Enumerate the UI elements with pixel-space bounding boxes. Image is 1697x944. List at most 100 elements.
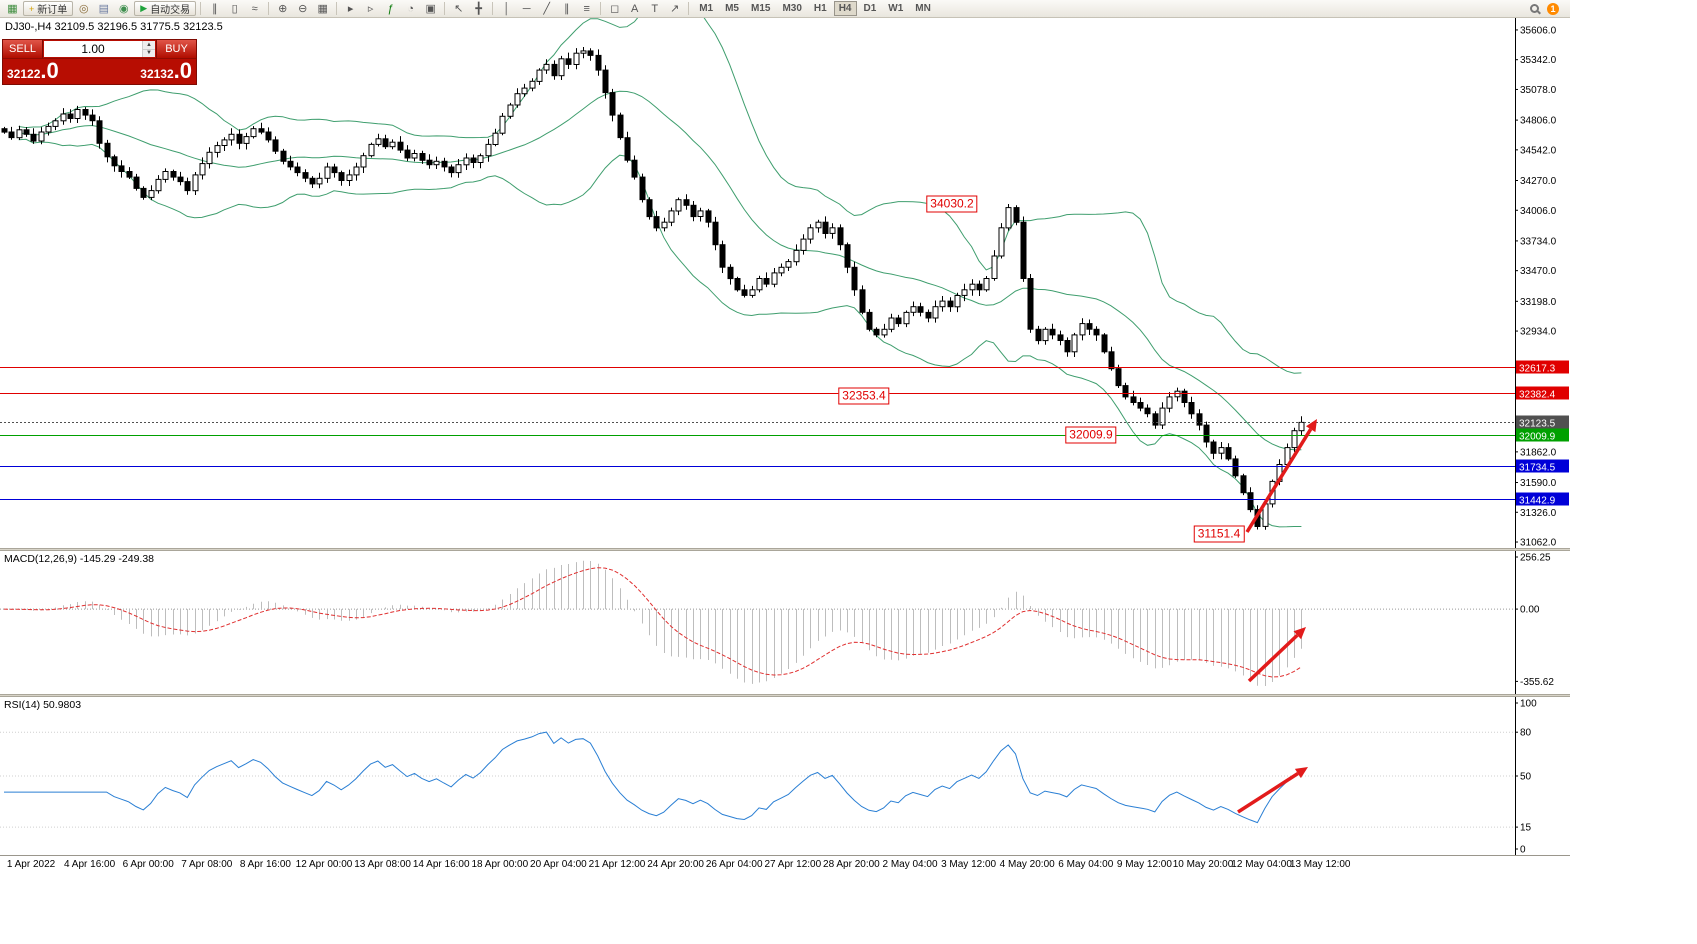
autotrading-button-label: 自动交易 — [150, 5, 191, 16]
chart-shift-icon[interactable]: ▹ — [367, 3, 374, 15]
price-tag-label: 32009.9 — [1519, 432, 1556, 443]
timeframe-m5[interactable]: M5 — [725, 3, 739, 14]
notification-badge[interactable]: 1 — [1547, 2, 1559, 15]
price-annotation[interactable]: 32353.4 — [838, 387, 890, 405]
sell-price-main: 32122 — [7, 67, 41, 81]
time-axis[interactable]: 1 Apr 2022 4 Apr 16:00 6 Apr 00:00 7 Apr 08… — [0, 855, 1570, 873]
time-axis-label: 3 May 12:00 — [941, 859, 997, 870]
refresh-icon[interactable]: ◉ — [118, 3, 129, 15]
time-axis-label: 26 Apr 04:00 — [705, 859, 763, 870]
timeframe-w1[interactable]: W1 — [888, 3, 904, 14]
rsi-axis-label: 100 — [1520, 699, 1537, 710]
auto-scroll-icon[interactable]: ▸ — [347, 3, 354, 15]
pane-splitter-rsi[interactable] — [0, 694, 1570, 697]
autotrading-button[interactable]: ▶ 自动交易 — [134, 1, 197, 16]
zoom-in-icon[interactable]: ⊕ — [278, 3, 288, 15]
trend-arrow-shaft[interactable] — [1237, 772, 1299, 814]
symbol-info-line: DJ30-,H4 32109.5 32196.5 31775.5 32123.5 — [5, 21, 223, 33]
price-tag — [1516, 386, 1569, 400]
price-axis-label: 34270.0 — [1520, 176, 1557, 187]
timeframe-mn[interactable]: MN — [915, 3, 931, 14]
label-icon[interactable]: T — [651, 2, 659, 15]
bollinger-middle-band — [18, 90, 1302, 451]
fibonacci-icon[interactable]: ≡ — [583, 2, 590, 15]
toolbar-separator — [268, 2, 270, 15]
toolbar-right: 1 — [1530, 2, 1567, 15]
time-axis-label: 20 Apr 04:00 — [530, 859, 587, 870]
sell-button[interactable]: SELL — [3, 40, 43, 58]
sell-price[interactable]: 32122.0 — [7, 60, 59, 82]
time-axis-label: 4 Apr 16:00 — [64, 859, 116, 870]
search-icon[interactable] — [1530, 4, 1539, 13]
price-tag — [1516, 459, 1569, 473]
zoom-out-icon[interactable]: ⊖ — [298, 3, 308, 15]
tile-windows-icon[interactable]: ▦ — [317, 3, 328, 15]
timeframe-m30[interactable]: M30 — [782, 3, 802, 14]
trend-arrow-shaft[interactable] — [1247, 633, 1299, 683]
macd-label: MACD(12,26,9) -145.29 -249.38 — [4, 553, 154, 565]
buy-price[interactable]: 32132.0 — [140, 60, 192, 82]
text-icon[interactable]: A — [631, 2, 639, 15]
candles-layer[interactable] — [1, 47, 1305, 530]
price-annotation[interactable]: 34030.2 — [926, 195, 978, 213]
timeframe-h1[interactable]: H1 — [813, 3, 827, 14]
timeframe-h4[interactable]: H4 — [833, 1, 857, 16]
time-axis-label: 18 Apr 00:00 — [471, 859, 529, 870]
crosshair-icon[interactable]: ╋ — [475, 3, 482, 15]
price-axis-label: 31062.0 — [1520, 538, 1557, 548]
price-tag — [1516, 428, 1569, 442]
new-order-button[interactable]: + 新订单 — [23, 1, 74, 16]
candlestick-icon[interactable]: ▯ — [231, 3, 238, 15]
trendline-icon[interactable]: ╱ — [543, 3, 550, 15]
buy-button[interactable]: BUY — [156, 40, 196, 58]
pane-splitter-macd[interactable] — [0, 548, 1570, 551]
volume-up-icon[interactable]: ▲ — [143, 41, 155, 50]
price-annotation[interactable]: 31151.4 — [1193, 525, 1245, 543]
periods-icon[interactable]: ◔ — [407, 2, 415, 15]
bar-chart-icon[interactable]: ∥ — [211, 3, 218, 15]
vertical-line-icon[interactable]: │ — [503, 2, 511, 15]
bollinger-upper-band — [18, 18, 1302, 374]
volume-down-icon[interactable]: ▼ — [143, 49, 155, 57]
time-axis-label: 10 May 20:00 — [1172, 859, 1234, 870]
indicators-icon[interactable]: ƒ — [387, 2, 394, 15]
volume-control[interactable]: 1.00 ▲ ▼ — [44, 41, 155, 57]
volume-input[interactable]: 1.00 — [81, 42, 105, 56]
channel-icon[interactable]: ∥ — [563, 3, 570, 15]
price-axis-label: 33734.0 — [1520, 236, 1557, 247]
trend-arrow-shaft[interactable] — [1245, 428, 1313, 533]
price-annotation[interactable]: 32009.9 — [1065, 426, 1117, 444]
layers-icon[interactable]: ▤ — [98, 3, 109, 15]
price-axis-label: 34006.0 — [1520, 206, 1557, 217]
rsi-pane[interactable]: 100 80 50 15 0 — [0, 697, 1570, 855]
price-axis-label: 33198.0 — [1520, 297, 1557, 308]
shapes-icon[interactable]: ◻ — [610, 3, 620, 15]
new-order-button-icon: + — [29, 3, 35, 14]
autotrading-button-icon: ▶ — [140, 3, 148, 13]
timeframe-m1[interactable]: M1 — [699, 3, 714, 14]
buy-price-big-digit: .0 — [173, 58, 192, 83]
rsi-axis-label: 80 — [1520, 728, 1532, 739]
time-axis-label: 6 May 04:00 — [1058, 859, 1114, 870]
cursor-icon[interactable]: ↖ — [454, 3, 464, 15]
trend-arrow-head[interactable] — [1293, 627, 1307, 640]
templates-icon[interactable]: ▣ — [425, 3, 436, 15]
macd-pane[interactable]: 256.25 0.00 -355.62 — [0, 551, 1570, 694]
toolbar-separator — [688, 2, 690, 15]
horizontal-line-icon[interactable]: ─ — [522, 2, 531, 15]
price-axis-label: 35606.0 — [1520, 25, 1557, 36]
main-chart-pane[interactable]: 32617.3 32382.4 32123.5 32009.9 31734.5 31442… — [0, 18, 1570, 548]
arrow-tool-icon[interactable]: ↗ — [670, 3, 680, 15]
new-chart-icon[interactable]: ▦ — [7, 3, 18, 15]
compass-icon[interactable]: ◎ — [78, 3, 89, 15]
trend-arrow-head[interactable] — [1294, 767, 1308, 779]
timeframe-d1[interactable]: D1 — [863, 3, 877, 14]
time-axis-label: 6 Apr 00:00 — [122, 859, 174, 870]
timeframe-m15[interactable]: M15 — [751, 3, 771, 14]
macd-axis-label: 0.00 — [1520, 605, 1540, 616]
line-chart-icon[interactable]: ≈ — [251, 2, 258, 15]
toolbar-separator — [336, 2, 338, 15]
macd-axis-label: 256.25 — [1520, 553, 1551, 564]
price-tag — [1516, 360, 1569, 374]
trend-arrow-head[interactable] — [1306, 419, 1317, 433]
